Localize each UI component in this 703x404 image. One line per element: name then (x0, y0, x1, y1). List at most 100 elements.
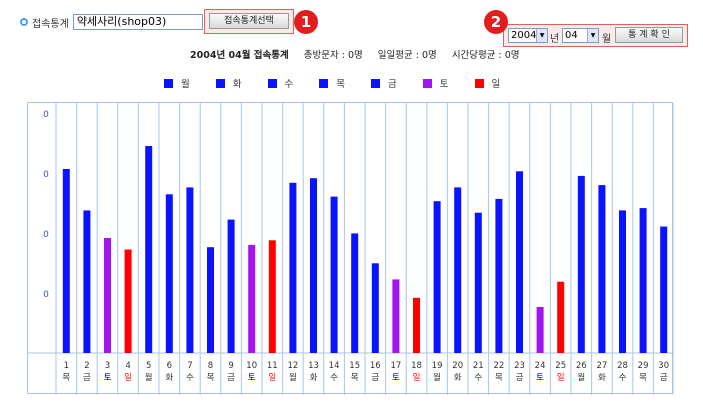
bar-day-27 (598, 185, 606, 353)
legend-label: 월 (181, 79, 190, 90)
x-weekday-label: 화 (454, 373, 462, 383)
x-weekday-label: 금 (227, 373, 235, 383)
x-weekday-label: 수 (186, 373, 194, 383)
bar-day-6 (165, 194, 173, 353)
y-tick-label: 0 (43, 290, 49, 300)
x-weekday-label: 화 (165, 373, 173, 383)
bar-day-2 (83, 210, 91, 353)
legend-swatch (474, 78, 484, 88)
year-unit: 년 (550, 34, 560, 45)
bar-day-13 (310, 178, 317, 353)
x-day-label: 12 (287, 361, 298, 371)
bar-day-22 (495, 198, 503, 353)
legend-label: 금 (388, 79, 397, 90)
bar-day-23 (516, 171, 523, 353)
stats-label: 접속통계 (32, 18, 69, 30)
bar-day-18 (413, 297, 420, 353)
x-weekday-label: 목 (207, 373, 215, 383)
x-day-label: 29 (638, 361, 649, 371)
shop-input[interactable]: 약세사리(shop03) (72, 14, 203, 30)
x-weekday-label: 월 (145, 372, 153, 383)
x-day-label: 6 (167, 361, 172, 371)
legend-label: 목 (336, 79, 345, 90)
total-visitors: 총방문자 : 0명 (303, 50, 363, 61)
y-tick-label: 0 (43, 110, 49, 120)
x-day-label: 7 (187, 361, 192, 371)
bar-day-29 (639, 208, 647, 353)
x-day-label: 19 (432, 361, 443, 371)
bar-day-12 (289, 182, 297, 353)
callout-badge-2: 2 (484, 10, 508, 34)
x-weekday-label: 수 (474, 373, 482, 383)
x-weekday-label: 목 (351, 373, 359, 383)
x-day-label: 10 (246, 361, 257, 371)
chevron-down-icon: ▼ (536, 29, 547, 42)
bar-day-21 (474, 212, 482, 353)
bar-day-30 (660, 226, 668, 353)
x-weekday-label: 월 (577, 372, 585, 383)
bar-day-4 (124, 249, 132, 353)
x-weekday-label: 화 (310, 373, 318, 383)
x-day-label: 5 (146, 361, 151, 371)
x-weekday-label: 화 (598, 373, 606, 383)
legend-label: 토 (439, 79, 449, 90)
hourly-average: 시간당평균 : 0명 (451, 50, 520, 61)
daily-visits-chart: 0 0 0 0 1 목 2 금 3 토 4 일 5 월 6 화 7 수 8 목 9 금 10 토 11 일 12 월 13 화 14 수 15 목… (27, 102, 674, 395)
legend-swatch (422, 78, 432, 88)
month-unit: 월 (602, 34, 612, 45)
x-day-label: 14 (329, 361, 340, 371)
radio-icon[interactable] (20, 18, 28, 26)
x-day-label: 2 (84, 361, 89, 371)
legend-swatch (267, 78, 277, 88)
y-tick-label: 0 (43, 170, 49, 180)
month-select[interactable]: 04 ▼ (562, 28, 599, 43)
bar-day-25 (557, 281, 565, 353)
confirm-stats-button[interactable]: 통 계 확 인 (615, 27, 683, 43)
x-day-label: 18 (411, 361, 422, 371)
stats-select-button[interactable]: 접속통계선택 (209, 13, 289, 29)
x-day-label: 21 (473, 361, 484, 371)
chart-svg: 00001목2금3토4일5월6화7수8목9금10토11일12월13화14수15목… (28, 103, 674, 395)
year-value: 2004 (511, 30, 537, 41)
bar-day-19 (433, 201, 441, 353)
x-weekday-label: 금 (83, 373, 91, 383)
stats-title: 2004년 04월 접속통계 (190, 50, 289, 61)
legend-item: 일 (474, 76, 501, 90)
stats-summary: 2004년 04월 접속통계 총방문자 : 0명 일일평균 : 0명 시간당평균… (190, 47, 520, 61)
x-day-label: 3 (105, 361, 110, 371)
bar-day-15 (351, 233, 359, 353)
legend-label: 수 (284, 79, 294, 90)
x-day-label: 28 (617, 361, 628, 371)
year-select[interactable]: 2004 ▼ (508, 28, 548, 43)
x-weekday-label: 금 (371, 373, 379, 383)
x-day-label: 26 (576, 361, 587, 371)
bar-day-1 (62, 169, 70, 353)
legend-item: 월 (164, 76, 190, 90)
x-day-label: 27 (596, 361, 607, 371)
x-day-label: 17 (390, 361, 401, 371)
x-weekday-label: 토 (392, 373, 400, 383)
bar-day-9 (227, 219, 235, 353)
x-weekday-label: 일 (557, 373, 565, 383)
x-day-label: 15 (349, 361, 360, 371)
x-day-label: 30 (658, 361, 669, 371)
x-day-label: 1 (64, 361, 69, 371)
legend-swatch (215, 78, 225, 88)
month-value: 04 (565, 30, 578, 41)
x-day-label: 25 (555, 361, 566, 371)
x-weekday-label: 금 (660, 373, 668, 383)
legend-label: 화 (232, 79, 242, 90)
x-weekday-label: 수 (619, 373, 627, 383)
legend-swatch (371, 78, 380, 88)
x-weekday-label: 목 (62, 373, 70, 383)
x-weekday-label: 월 (289, 372, 297, 383)
x-weekday-label: 수 (330, 373, 338, 383)
legend-item: 토 (422, 76, 449, 90)
bar-day-24 (536, 307, 544, 353)
chevron-down-icon: ▼ (587, 29, 598, 42)
bar-day-14 (330, 196, 338, 353)
legend-label: 일 (491, 79, 501, 90)
bar-day-5 (145, 146, 153, 353)
legend-swatch (164, 78, 173, 88)
bar-day-20 (454, 187, 462, 353)
